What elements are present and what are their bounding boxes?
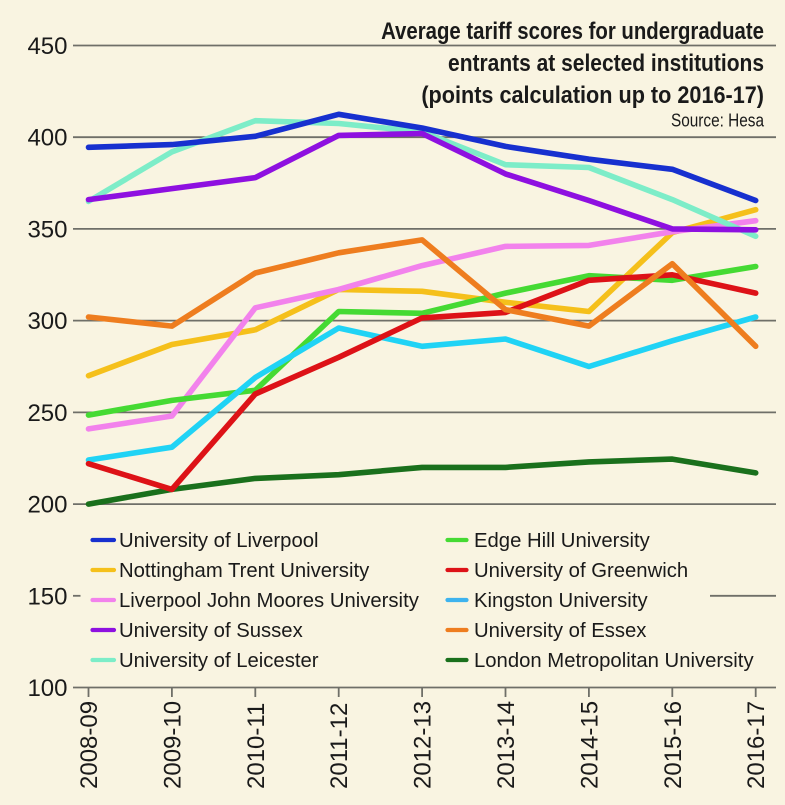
svg-text:2011-12: 2011-12 xyxy=(326,703,353,789)
svg-text:Nottingham Trent University: Nottingham Trent University xyxy=(119,560,370,582)
svg-text:450: 450 xyxy=(27,33,67,60)
svg-text:2010-11: 2010-11 xyxy=(243,703,270,789)
svg-text:250: 250 xyxy=(27,400,67,427)
svg-text:Kingston University: Kingston University xyxy=(474,590,648,612)
svg-text:2013-14: 2013-14 xyxy=(493,701,520,789)
svg-text:200: 200 xyxy=(27,492,67,519)
svg-text:100: 100 xyxy=(27,675,67,702)
svg-text:Source: Hesa: Source: Hesa xyxy=(671,110,765,131)
svg-text:(points calculation up to 2016: (points calculation up to 2016-17) xyxy=(421,81,764,108)
svg-text:400: 400 xyxy=(27,125,67,152)
svg-text:University of Leicester: University of Leicester xyxy=(119,650,319,672)
svg-text:350: 350 xyxy=(27,216,67,243)
svg-text:150: 150 xyxy=(27,583,67,610)
svg-text:2014-15: 2014-15 xyxy=(576,701,603,789)
svg-text:2008-09: 2008-09 xyxy=(76,701,103,789)
svg-text:Edge Hill University: Edge Hill University xyxy=(474,530,651,552)
svg-text:University of Sussex: University of Sussex xyxy=(119,620,303,642)
svg-text:300: 300 xyxy=(27,308,67,335)
svg-text:University of Greenwich: University of Greenwich xyxy=(474,560,688,582)
svg-text:London Metropolitan University: London Metropolitan University xyxy=(474,650,754,672)
svg-text:University of Liverpool: University of Liverpool xyxy=(119,530,319,552)
svg-text:2016-17: 2016-17 xyxy=(743,701,770,789)
svg-text:2009-10: 2009-10 xyxy=(159,701,186,789)
svg-text:2015-16: 2015-16 xyxy=(660,701,687,789)
svg-text:Liverpool John Moores Universi: Liverpool John Moores University xyxy=(119,590,420,612)
svg-text:2012-13: 2012-13 xyxy=(410,701,437,789)
svg-text:Average tariff scores for unde: Average tariff scores for undergraduate xyxy=(381,17,764,44)
svg-text:University of Essex: University of Essex xyxy=(474,620,646,642)
svg-text:entrants at selected instituti: entrants at selected institutions xyxy=(448,50,764,77)
